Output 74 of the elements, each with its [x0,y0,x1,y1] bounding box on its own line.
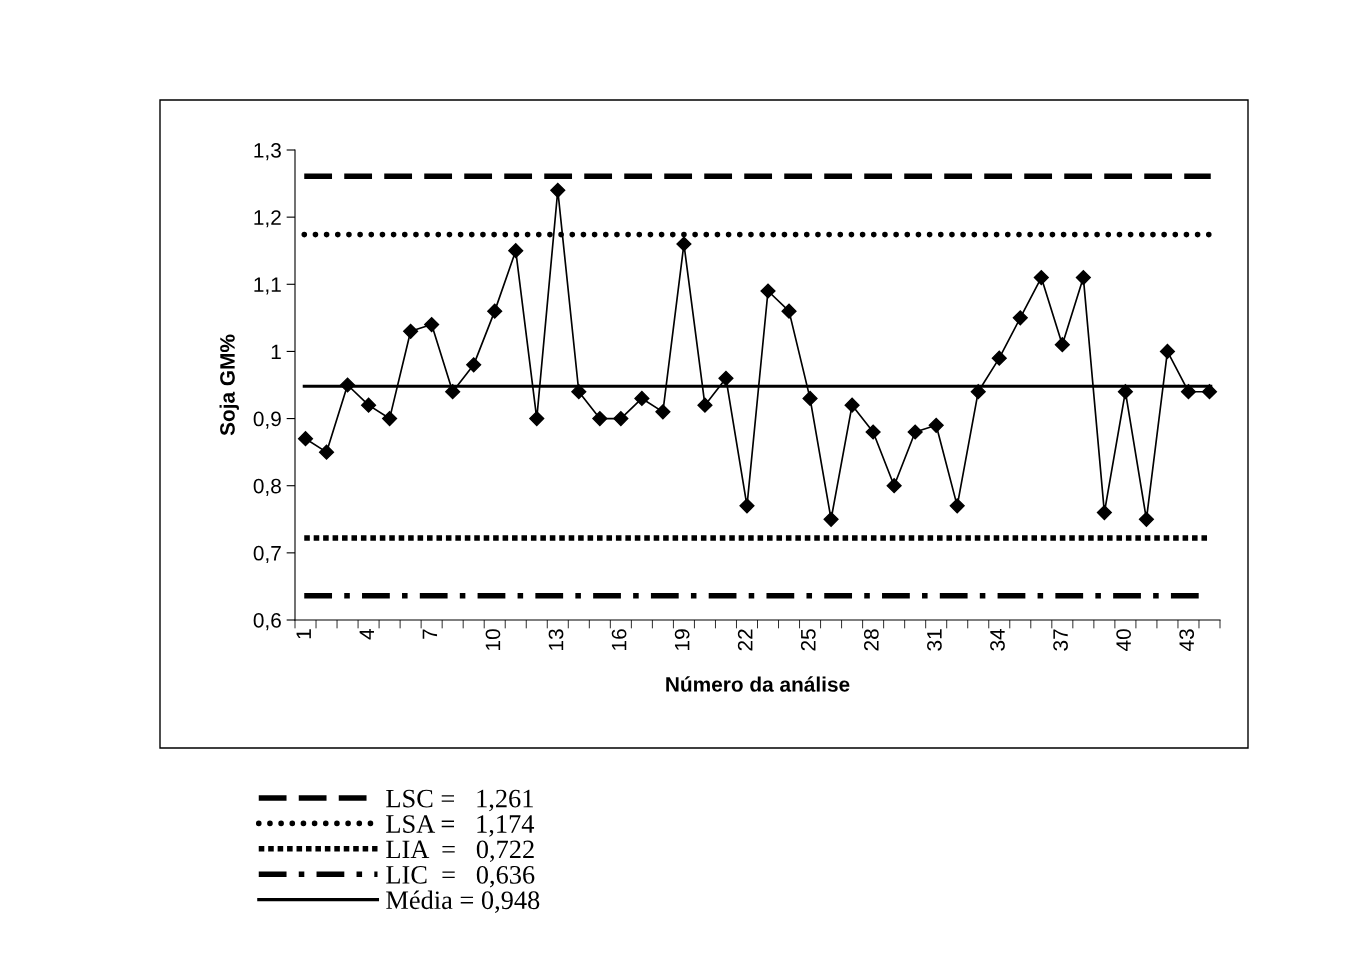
point [1075,270,1091,286]
point [676,236,692,252]
x-tick-label: 28 [863,629,879,651]
x-tick-label: 1 [296,629,311,639]
legend-label: LSA = 1,174 [386,815,535,837]
point [466,357,482,373]
x-tick-label: 4 [359,628,374,640]
legend-label: LSC = 1,261 [386,789,533,812]
y-tick-label: 0,7 [253,545,281,564]
point [739,498,755,514]
x-tick-label: 34 [990,628,1005,651]
y-tick-label: 1,1 [254,277,281,295]
point [613,411,629,427]
point [339,377,356,393]
point [718,370,734,386]
point [697,397,713,413]
point [297,431,314,447]
point [907,424,923,440]
point [361,397,377,413]
point [445,384,461,400]
point [1180,384,1197,400]
legend-label: LIC = 0,636 [386,865,535,888]
point [655,404,671,420]
point [1138,511,1154,527]
legend-label: Média = 0,948 [386,890,540,913]
point [487,303,503,319]
x-tick-label: 7 [422,629,438,639]
point [928,417,944,433]
y-tick-label: 0,8 [253,478,281,496]
point [382,411,398,427]
point [1012,310,1028,326]
point [1159,343,1176,359]
point [949,498,965,514]
point [844,397,860,413]
x-tick-label: 37 [1053,629,1068,651]
point [1117,384,1133,400]
point [592,411,608,427]
x-tick-label: 10 [485,629,501,650]
x-tick-label: 19 [674,629,690,650]
point [781,303,797,319]
point [970,384,986,400]
point [1201,384,1218,400]
y-tick-label: 1 [271,344,281,359]
point [403,323,419,339]
legend-label: LIA = 0,722 [386,840,534,863]
x-tick-label: 31 [927,629,942,651]
point [1054,337,1070,353]
x-tick-label: 25 [800,629,816,651]
x-tick-label: 40 [1116,629,1131,652]
y-tick-label: 1,2 [254,210,281,228]
point [802,390,818,406]
x-tick-label: 16 [611,629,627,650]
x-tick-label: 22 [737,629,753,651]
x-tick-label: 13 [548,629,564,650]
point [760,283,776,299]
point [529,411,545,427]
x-tick-label: 43 [1179,629,1195,652]
point [571,384,587,400]
point [550,182,566,198]
point [865,424,881,440]
point [1033,270,1049,286]
x-axis-title: Número da análise [666,676,850,692]
y-tick-label: 1,3 [254,143,281,161]
y-tick-label: 0,9 [253,411,281,429]
point [634,390,650,406]
point [508,243,524,259]
point [424,317,440,333]
point [1096,505,1112,521]
y-tick-label: 0,6 [253,613,281,631]
point [823,511,839,527]
y-axis-title: Soja GM% [219,334,239,436]
point [991,350,1007,366]
point [886,478,902,494]
point [318,444,335,460]
